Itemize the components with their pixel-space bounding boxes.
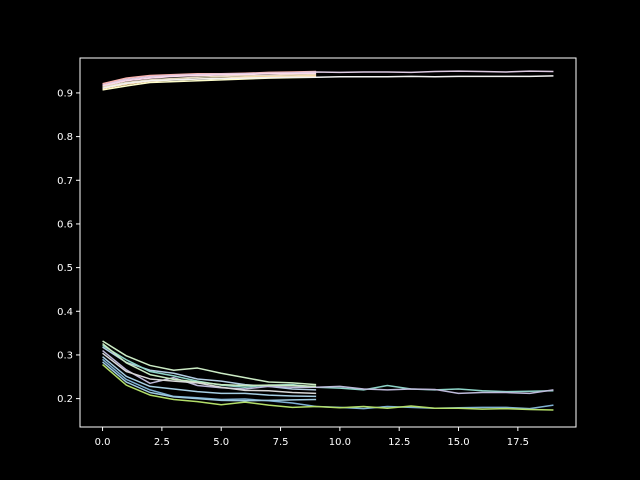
x-axis: 0.0 2.5 5.0 7.5 10.0 12.5 15.0 17.5 xyxy=(95,427,529,448)
series-line-13 xyxy=(102,363,554,411)
x-tick-label: 10.0 xyxy=(329,437,351,448)
series-line-10 xyxy=(102,344,554,393)
x-tick-label: 7.5 xyxy=(273,437,289,448)
plot-frame xyxy=(79,57,577,428)
series-line-7 xyxy=(102,75,554,89)
y-tick-label: 0.2 xyxy=(57,394,73,405)
y-tick-label: 0.9 xyxy=(57,88,73,99)
y-axis: 0.2 0.3 0.4 0.5 0.6 0.7 0.8 0.9 xyxy=(57,88,80,405)
series-line-16 xyxy=(102,343,317,388)
y-tick-label: 0.7 xyxy=(57,176,73,187)
y-tick-label: 0.8 xyxy=(57,132,73,143)
series-layer xyxy=(102,70,554,411)
y-tick-label: 0.4 xyxy=(57,307,73,318)
x-tick-label: 2.5 xyxy=(154,437,170,448)
x-tick-label: 15.0 xyxy=(447,437,469,448)
y-tick-label: 0.6 xyxy=(57,219,73,230)
series-line-14 xyxy=(102,356,317,398)
x-tick-label: 0.0 xyxy=(95,437,111,448)
series-line-17 xyxy=(102,352,317,395)
series-line-11 xyxy=(102,349,554,395)
series-line-4 xyxy=(102,73,317,88)
x-tick-label: 5.0 xyxy=(213,437,229,448)
series-line-3 xyxy=(102,72,317,87)
series-line-15 xyxy=(102,361,317,402)
series-line-2 xyxy=(102,70,554,86)
y-tick-label: 0.5 xyxy=(57,263,73,274)
series-line-8 xyxy=(102,340,317,386)
x-tick-label: 17.5 xyxy=(507,437,529,448)
y-tick-label: 0.3 xyxy=(57,350,73,361)
x-tick-label: 12.5 xyxy=(388,437,410,448)
